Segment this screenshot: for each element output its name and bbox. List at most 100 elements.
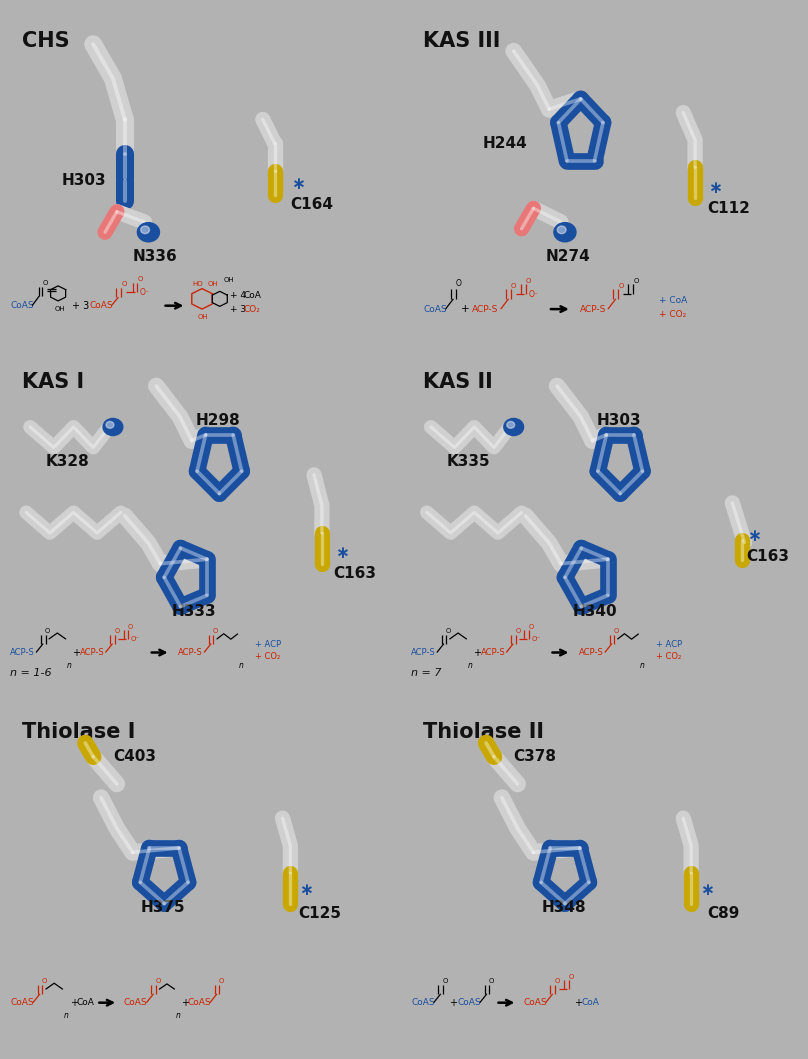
Text: +: + xyxy=(461,304,470,315)
Text: C163: C163 xyxy=(334,567,377,581)
Text: O: O xyxy=(219,979,225,984)
Text: O: O xyxy=(42,280,48,286)
Text: OH: OH xyxy=(55,306,65,312)
Text: ∗: ∗ xyxy=(708,179,722,197)
Circle shape xyxy=(141,226,149,234)
Text: C112: C112 xyxy=(707,201,750,216)
Circle shape xyxy=(554,222,576,241)
Text: H348: H348 xyxy=(541,899,586,915)
Text: O: O xyxy=(115,628,120,634)
Text: HO: HO xyxy=(192,281,203,287)
Text: O⁻: O⁻ xyxy=(532,636,541,642)
Text: + CO₂: + CO₂ xyxy=(656,652,681,661)
Text: CoAS: CoAS xyxy=(523,999,547,1007)
Text: + ACP: + ACP xyxy=(255,641,281,649)
Text: O: O xyxy=(213,628,218,634)
Text: O: O xyxy=(555,979,560,984)
Text: O: O xyxy=(42,979,48,984)
Text: O: O xyxy=(528,624,534,630)
Text: Thiolase II: Thiolase II xyxy=(423,722,544,742)
Text: +: + xyxy=(181,998,189,1008)
Text: O: O xyxy=(121,281,127,287)
Text: K335: K335 xyxy=(447,453,490,469)
Text: ∗: ∗ xyxy=(292,176,305,194)
Circle shape xyxy=(106,421,114,428)
Text: H298: H298 xyxy=(196,413,241,428)
Text: ACP-S: ACP-S xyxy=(579,305,606,313)
Text: H303: H303 xyxy=(596,413,641,428)
Text: C163: C163 xyxy=(747,550,789,564)
Circle shape xyxy=(137,222,159,241)
Text: N274: N274 xyxy=(545,249,590,264)
Text: O: O xyxy=(569,974,574,980)
Text: C403: C403 xyxy=(113,749,156,765)
Circle shape xyxy=(103,418,123,435)
Text: CoA: CoA xyxy=(582,999,600,1007)
Text: O: O xyxy=(45,628,50,634)
Text: CoAS: CoAS xyxy=(11,301,34,310)
Text: KAS I: KAS I xyxy=(23,373,84,392)
Text: +: + xyxy=(574,998,583,1008)
Text: CoAS: CoAS xyxy=(124,999,148,1007)
Text: O⁻: O⁻ xyxy=(529,289,539,299)
Text: O: O xyxy=(155,979,161,984)
Text: H333: H333 xyxy=(172,604,217,620)
Text: C378: C378 xyxy=(514,749,557,765)
Text: ∗: ∗ xyxy=(700,881,713,899)
Text: H375: H375 xyxy=(141,899,185,915)
Text: + CO₂: + CO₂ xyxy=(659,309,687,319)
Text: O: O xyxy=(614,628,619,634)
Text: CoAS: CoAS xyxy=(423,305,447,313)
Text: + 4: + 4 xyxy=(229,291,246,300)
Text: O: O xyxy=(128,624,133,630)
Text: C89: C89 xyxy=(707,907,739,921)
Text: O: O xyxy=(618,283,624,289)
Text: O: O xyxy=(511,283,516,289)
Text: N336: N336 xyxy=(133,249,178,264)
Text: CoAS: CoAS xyxy=(187,999,211,1007)
Text: ∗: ∗ xyxy=(747,527,761,545)
Text: CoA: CoA xyxy=(243,291,261,300)
Text: n = 1-6: n = 1-6 xyxy=(11,668,52,678)
Text: n: n xyxy=(64,1011,69,1020)
Text: CoAS: CoAS xyxy=(11,999,34,1007)
Text: ∗: ∗ xyxy=(335,544,348,562)
Text: C164: C164 xyxy=(290,197,334,213)
Text: ACP-S: ACP-S xyxy=(11,648,36,657)
Text: CoAS: CoAS xyxy=(411,999,435,1007)
Text: CoAS: CoAS xyxy=(90,301,113,310)
Text: n: n xyxy=(67,661,72,670)
Text: Thiolase I: Thiolase I xyxy=(23,722,136,742)
Text: KAS III: KAS III xyxy=(423,31,500,51)
Text: O: O xyxy=(516,628,520,634)
Text: O: O xyxy=(446,628,451,634)
Text: ACP-S: ACP-S xyxy=(579,648,604,657)
Text: KAS II: KAS II xyxy=(423,373,493,392)
Text: ACP-S: ACP-S xyxy=(80,648,104,657)
Text: +: + xyxy=(449,998,457,1008)
Text: OH: OH xyxy=(224,277,234,284)
Circle shape xyxy=(558,226,566,234)
Text: O⁻: O⁻ xyxy=(131,636,140,642)
Text: O: O xyxy=(456,279,461,288)
Text: +: + xyxy=(72,647,80,658)
Text: CoA: CoA xyxy=(77,999,95,1007)
Text: H244: H244 xyxy=(482,136,527,150)
Text: O: O xyxy=(489,979,494,984)
Circle shape xyxy=(504,418,524,435)
Text: H303: H303 xyxy=(61,174,107,189)
Text: O: O xyxy=(138,276,143,282)
Text: +: + xyxy=(473,647,481,658)
Text: O: O xyxy=(633,277,638,284)
Circle shape xyxy=(507,421,515,428)
Text: ACP-S: ACP-S xyxy=(411,648,436,657)
Text: + 3: + 3 xyxy=(229,305,246,313)
Text: n: n xyxy=(239,661,244,670)
Text: n: n xyxy=(468,661,473,670)
Text: ∗: ∗ xyxy=(299,881,313,899)
Text: + ACP: + ACP xyxy=(656,641,682,649)
Text: n: n xyxy=(176,1011,181,1020)
Text: O⁻: O⁻ xyxy=(140,288,149,297)
Text: OH: OH xyxy=(198,315,208,320)
Text: O: O xyxy=(526,277,532,284)
